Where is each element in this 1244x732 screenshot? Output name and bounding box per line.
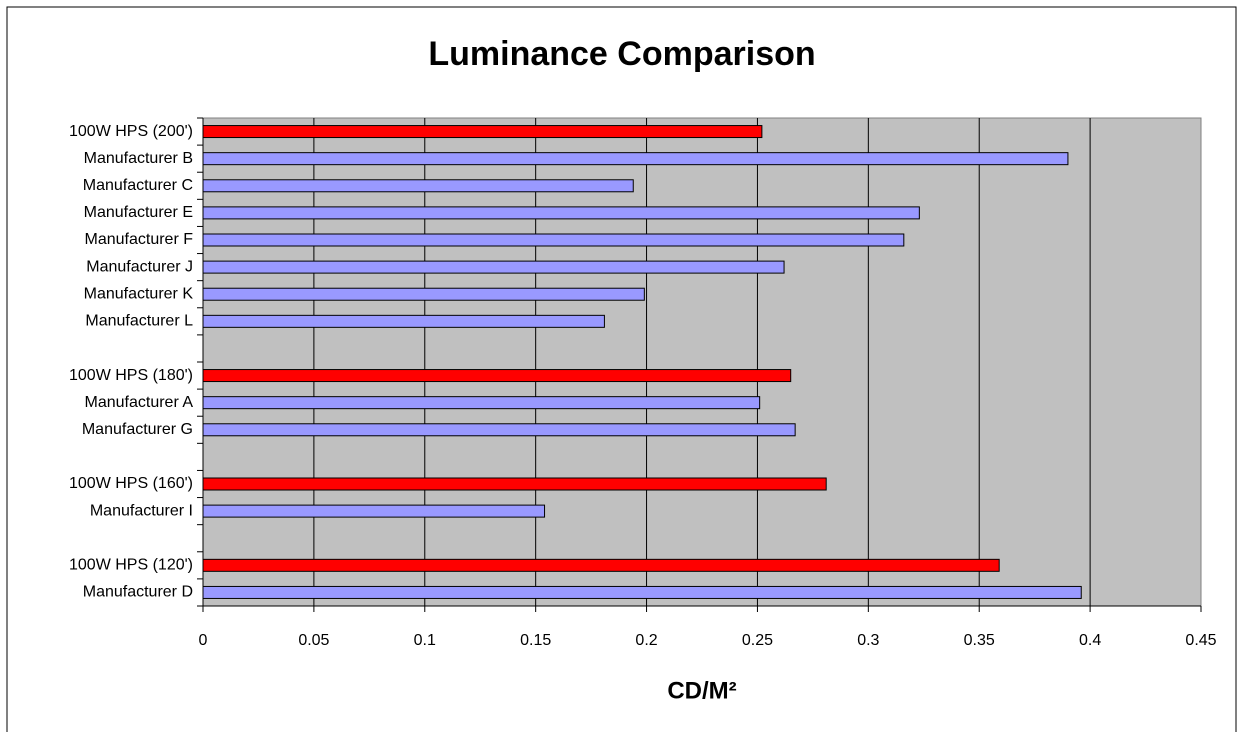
y-tick-label: Manufacturer F (85, 231, 194, 248)
y-tick-label: Manufacturer D (83, 584, 193, 601)
y-tick-label: Manufacturer I (90, 502, 193, 519)
bar (202, 423, 796, 437)
y-tick-label: 100W HPS (180') (69, 367, 193, 384)
bar (202, 477, 827, 491)
y-tick-label: Manufacturer G (82, 421, 193, 438)
bar (202, 314, 605, 328)
x-tick-label: 0.05 (298, 632, 329, 649)
y-tick-label: Manufacturer C (83, 177, 193, 194)
bar (202, 152, 1069, 166)
bar (202, 396, 761, 410)
bar (202, 504, 546, 518)
y-tick-label: Manufacturer L (85, 313, 193, 330)
x-tick-label: 0.1 (414, 632, 436, 649)
bar (202, 260, 785, 274)
x-tick-label: 0.45 (1185, 632, 1216, 649)
bar (202, 125, 763, 139)
bar (202, 585, 1082, 599)
bar (202, 369, 792, 383)
bar (202, 558, 1000, 572)
x-axis-label: CD/M² (667, 677, 736, 704)
y-tick-label: Manufacturer B (84, 150, 193, 167)
y-tick-label: Manufacturer E (84, 204, 193, 221)
bar (202, 206, 920, 220)
bar (202, 179, 634, 193)
x-tick-label: 0.35 (964, 632, 995, 649)
plot-area (202, 117, 1202, 607)
x-tick-label: 0.15 (520, 632, 551, 649)
y-tick-label: Manufacturer K (84, 285, 194, 302)
chart-title: Luminance Comparison (428, 35, 815, 73)
bar (202, 233, 905, 247)
y-tick-label: Manufacturer J (86, 258, 193, 275)
x-tick-label: 0 (199, 632, 208, 649)
y-tick-label: 100W HPS (160') (69, 475, 193, 492)
x-tick-label: 0.4 (1079, 632, 1101, 649)
x-tick-label: 0.2 (635, 632, 657, 649)
bar (202, 287, 645, 301)
x-tick-label: 0.25 (742, 632, 773, 649)
y-tick-label: 100W HPS (120') (69, 557, 193, 574)
y-tick-label: Manufacturer A (85, 394, 194, 411)
y-tick-label: 100W HPS (200') (69, 123, 193, 140)
x-tick-label: 0.3 (857, 632, 879, 649)
